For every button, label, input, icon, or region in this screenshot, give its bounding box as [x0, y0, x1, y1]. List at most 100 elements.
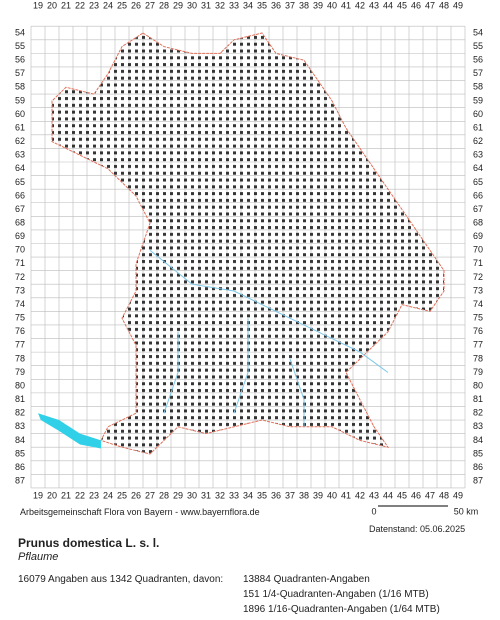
column-label: 34 [243, 490, 253, 500]
row-label: 62 [473, 136, 483, 146]
row-label: 63 [473, 150, 483, 160]
row-label: 69 [473, 231, 483, 241]
column-label: 41 [341, 490, 351, 500]
row-label: 60 [15, 109, 25, 119]
row-label: 79 [473, 367, 483, 377]
row-label: 80 [15, 380, 25, 390]
column-label: 31 [201, 490, 211, 500]
column-label: 20 [47, 0, 57, 10]
column-label: 22 [75, 0, 85, 10]
column-label: 44 [383, 490, 393, 500]
row-label: 83 [15, 421, 25, 431]
stat-line: 1896 1/16-Quadranten-Angaben (1/64 MTB) [243, 604, 440, 615]
column-label: 26 [131, 490, 141, 500]
row-label: 64 [15, 163, 25, 173]
row-label: 79 [15, 367, 25, 377]
row-label: 76 [473, 326, 483, 336]
column-label: 48 [439, 0, 449, 10]
column-label: 34 [243, 0, 253, 10]
row-label: 55 [473, 41, 483, 51]
row-label: 83 [473, 421, 483, 431]
map: 19 19 20 20 21 21 22 22 23 23 24 24 25 25 26 26 27 27 28 28… [15, 0, 483, 516]
credit: Arbeitsgemeinschaft Flora von Bayern - w… [20, 507, 260, 517]
column-label: 35 [257, 490, 267, 500]
column-label: 20 [47, 490, 57, 500]
row-label: 54 [15, 27, 25, 37]
row-label: 63 [15, 150, 25, 160]
column-label: 45 [397, 0, 407, 10]
column-label: 48 [439, 490, 449, 500]
row-label: 58 [473, 82, 483, 92]
column-label: 30 [187, 0, 197, 10]
row-label: 56 [473, 55, 483, 65]
column-label: 40 [327, 490, 337, 500]
row-label: 67 [15, 204, 25, 214]
row-label: 74 [473, 299, 483, 309]
column-label: 26 [131, 0, 141, 10]
row-label: 62 [15, 136, 25, 146]
column-label: 24 [103, 490, 113, 500]
common-name: Pflaume [18, 551, 59, 563]
row-label: 60 [473, 109, 483, 119]
column-label: 23 [89, 490, 99, 500]
row-label: 84 [15, 435, 25, 445]
column-label: 41 [341, 0, 351, 10]
row-label: 86 [473, 462, 483, 472]
row-label: 77 [15, 340, 25, 350]
column-label: 40 [327, 0, 337, 10]
column-label: 25 [117, 490, 127, 500]
date: Datenstand: 05.06.2025 [369, 524, 466, 534]
row-label: 70 [473, 245, 483, 255]
row-label: 61 [473, 122, 483, 132]
column-label: 32 [215, 490, 225, 500]
row-label: 78 [15, 353, 25, 363]
row-label: 68 [15, 217, 25, 227]
column-label: 39 [313, 490, 323, 500]
column-label: 19 [33, 0, 43, 10]
row-label: 54 [473, 27, 483, 37]
row-label: 66 [15, 190, 25, 200]
row-label: 61 [15, 122, 25, 132]
row-label: 65 [15, 177, 25, 187]
column-label: 27 [145, 490, 155, 500]
state-border [51, 32, 445, 455]
column-label: 49 [453, 0, 463, 10]
column-label: 36 [271, 490, 281, 500]
column-label: 42 [355, 490, 365, 500]
column-label: 27 [145, 0, 155, 10]
column-label: 32 [215, 0, 225, 10]
row-label: 87 [15, 476, 25, 486]
row-label: 55 [15, 41, 25, 51]
row-label: 73 [15, 285, 25, 295]
row-label: 78 [473, 353, 483, 363]
row-label: 59 [473, 95, 483, 105]
row-label: 82 [473, 408, 483, 418]
row-label: 72 [473, 272, 483, 282]
column-label: 37 [285, 0, 295, 10]
row-label: 77 [473, 340, 483, 350]
column-label: 21 [61, 0, 71, 10]
rivers [149, 249, 389, 427]
row-label: 70 [15, 245, 25, 255]
stat-line: 151 1/4-Quadranten-Angaben (1/16 MTB) [243, 589, 429, 600]
row-label: 71 [473, 258, 483, 268]
column-label: 25 [117, 0, 127, 10]
row-label: 59 [15, 95, 25, 105]
column-label: 46 [411, 490, 421, 500]
column-label: 45 [397, 490, 407, 500]
column-label: 39 [313, 0, 323, 10]
row-label: 69 [15, 231, 25, 241]
column-label: 44 [383, 0, 393, 10]
column-label: 28 [159, 490, 169, 500]
row-label: 67 [473, 204, 483, 214]
row-label: 84 [473, 435, 483, 445]
column-label: 22 [75, 490, 85, 500]
row-label: 68 [473, 217, 483, 227]
summary: 16079 Angaben aus 1342 Quadranten, davon… [18, 574, 224, 585]
row-label: 82 [15, 408, 25, 418]
row-label: 57 [473, 68, 483, 78]
column-label: 49 [453, 490, 463, 500]
row-label: 66 [473, 190, 483, 200]
scale-end: 50 km [454, 506, 479, 516]
